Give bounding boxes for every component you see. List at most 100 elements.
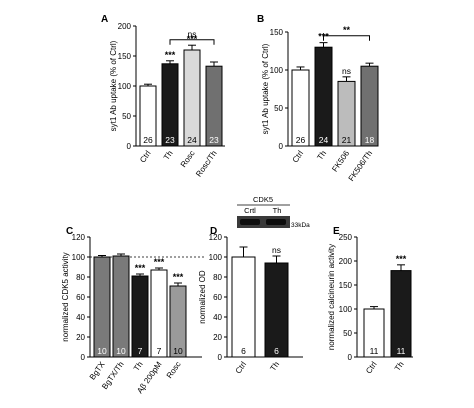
panel-b-n-label: 24 (319, 135, 329, 145)
panel-a-ytick-label: 50 (122, 112, 131, 121)
panel-a-category-label: Ctrl (138, 149, 153, 165)
panel-e-ytick-label: 0 (348, 353, 353, 362)
panel-c: C 0 20 40 60 80 100 120 normalized CDK5 activit… (61, 226, 206, 395)
panel-a-category-label: Rosc (179, 149, 197, 169)
panel-d-bar (231, 256, 256, 358)
panel-d-category-label: Ctrl (234, 360, 249, 376)
panel-e-bar (390, 270, 412, 358)
panel-d-ytick-label: 0 (218, 353, 223, 362)
panel-e-ytick-label: 50 (343, 329, 352, 338)
panel-d-ytick-label: 60 (213, 293, 222, 302)
panel-b-bar (314, 46, 333, 147)
panel-d-ytick-label: 80 (213, 273, 222, 282)
panel-b-n-label: 18 (365, 135, 375, 145)
panel-e-n-label: 11 (370, 346, 379, 356)
panel-c-n-label: 7 (157, 346, 162, 356)
panel-b-n-label: 21 (342, 135, 352, 145)
panel-b-bracket-label: ** (343, 25, 351, 35)
western-blot: CDK5 Crtl Th 33kDa (237, 195, 310, 229)
panel-a-bar (183, 49, 201, 147)
panel-e-n-label: 11 (397, 346, 406, 356)
panel-c-n-label: 10 (173, 346, 183, 356)
panel-a-ytick-label: 100 (118, 82, 132, 91)
panel-c-n-label: 10 (97, 346, 107, 356)
panel-a-category-label: Rosc/Th (194, 149, 218, 179)
panel-b-ytick-label: 50 (274, 104, 283, 113)
panel-c-category-label: Rosc (165, 360, 183, 380)
blot-band-ctrl (240, 219, 260, 225)
blot-lane-1: Crtl (244, 206, 256, 215)
panel-d-n-label: 6 (274, 346, 279, 356)
panel-c-ytick-label: 80 (76, 273, 85, 282)
panel-e-ytick-label: 100 (339, 305, 353, 314)
panel-c-ytick-label: 60 (76, 293, 85, 302)
panel-c-bar (150, 269, 168, 358)
blot-band-th (266, 219, 286, 225)
panel-b-n-label: 26 (296, 135, 306, 145)
blot-title: CDK5 (253, 195, 273, 204)
panel-d-significance: ns (272, 245, 281, 255)
panel-e-ytick-label: 150 (339, 281, 353, 290)
panel-c-ytick-label: 100 (72, 253, 86, 262)
panel-e-ytick-label: 200 (339, 257, 353, 266)
panel-letter-c: C (66, 226, 73, 237)
panel-a-y-axis-label: syt1 Ab uptake (% of Ctrl) (109, 40, 118, 131)
panel-a-significance: *** (165, 50, 176, 60)
panel-d-n-label: 6 (241, 346, 246, 356)
panel-a-n-label: 24 (187, 135, 197, 145)
panel-c-bar (131, 275, 149, 358)
panel-d-bar (264, 262, 289, 358)
panel-c-ytick-label: 20 (76, 333, 85, 342)
panel-b-category-label: Th (315, 149, 328, 162)
panel-c-ytick-label: 0 (81, 353, 86, 362)
panel-a-significance: *** (187, 34, 198, 44)
panel-c-bar (93, 256, 111, 358)
panel-a-comparison-bracket (169, 39, 215, 45)
panel-a-bracket-label: ns (188, 29, 197, 39)
panel-c-significance: *** (173, 272, 184, 282)
panel-a-ytick-label: 0 (127, 142, 132, 151)
panel-e-category-label: Th (393, 360, 406, 373)
panel-d-ytick-label: 100 (209, 253, 223, 262)
panel-a-ytick-label: 150 (118, 52, 132, 61)
panel-letter-e: E (333, 226, 340, 237)
blot-size: 33kDa (291, 222, 310, 229)
panel-c-significance: *** (154, 257, 165, 267)
panel-a-ytick-label: 200 (118, 22, 132, 31)
panel-d-y-axis-label: normalized OD (198, 270, 207, 324)
panel-b-y-axis-label: syt1 Ab uptake (% of Ctrl) (261, 43, 270, 134)
panel-b-ytick-label: 0 (279, 142, 284, 151)
panel-b-comparison-bracket (323, 35, 370, 41)
panel-letter-d: D (210, 226, 217, 237)
panel-letter-a: A (101, 14, 108, 25)
panel-b-category-label: Ctrl (291, 149, 306, 165)
panel-b-ytick-label: 150 (270, 28, 284, 37)
blot-lane-2: Th (273, 206, 282, 215)
panel-letter-b: B (257, 14, 264, 25)
panel-c-ytick-label: 40 (76, 313, 85, 322)
panel-e-category-label: Ctrl (364, 360, 379, 376)
panel-e-significance: *** (396, 254, 407, 264)
panel-a-n-label: 23 (165, 135, 175, 145)
panel-e-ytick-label: 250 (339, 233, 353, 242)
panel-d-ytick-label: 120 (209, 233, 223, 242)
panel-a-n-label: 23 (209, 135, 219, 145)
panel-d-category-label: Th (268, 360, 281, 373)
panel-d-ytick-label: 40 (213, 313, 222, 322)
panel-d: D CDK5 Crtl Th 33kDa 0 20 40 60 80 100 120 norm… (198, 195, 310, 375)
panel-d-ytick-label: 20 (213, 333, 222, 342)
panel-c-category-label: Th (132, 360, 145, 373)
panel-c-y-axis-label: normalized CDK5 activity (61, 252, 70, 341)
panel-c-category-label: BgTX (88, 359, 107, 381)
panel-c-significance: *** (135, 263, 146, 273)
panel-c-n-label: 7 (138, 346, 143, 356)
panel-a-category-label: Th (162, 149, 175, 162)
panel-a-n-label: 26 (143, 135, 153, 145)
panel-b-significance: ns (342, 66, 351, 76)
panel-c-n-label: 10 (116, 346, 126, 356)
panel-a-bar (161, 63, 179, 147)
panel-b-category-label: FK506 (330, 149, 351, 174)
